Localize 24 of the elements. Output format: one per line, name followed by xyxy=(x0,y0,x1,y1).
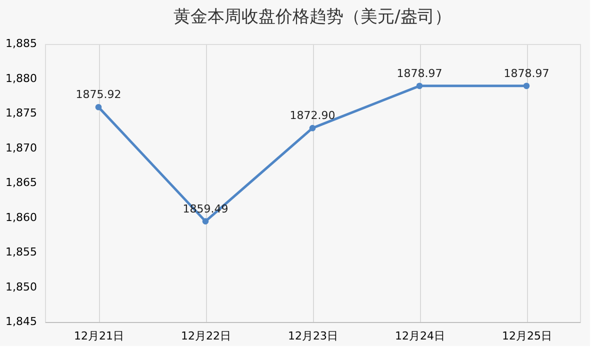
y-tick-label: 1,875 xyxy=(6,106,37,120)
point xyxy=(416,82,423,90)
y-tick-label: 1,860 xyxy=(6,210,37,224)
point xyxy=(95,104,102,110)
y-tick-label: 1,855 xyxy=(6,246,37,258)
y-tick-label: 1,885 xyxy=(6,37,37,50)
y-tick-label: 1,850 xyxy=(6,280,37,294)
data-label: 1872.90 xyxy=(290,109,336,122)
y-tick-label: 1,845 xyxy=(6,315,37,328)
chart-title: 黄金本周收盘价格趋势（美元/盎司） xyxy=(174,7,452,27)
point xyxy=(309,124,316,132)
x-tick-label: 12月24日 xyxy=(395,330,445,342)
data-label: 1878.97 xyxy=(396,66,442,80)
data-label: 1878.97 xyxy=(504,66,550,80)
x-tick-label: 12月25日 xyxy=(502,330,552,342)
x-tick-label: 12月21日 xyxy=(74,330,124,342)
y-tick-label: 1,870 xyxy=(6,141,37,154)
point xyxy=(202,218,209,224)
x-tick-label: 12月22日 xyxy=(181,330,231,342)
point xyxy=(523,82,530,90)
data-label: 1875.92 xyxy=(76,88,122,102)
y-tick-label: 1,880 xyxy=(6,72,37,85)
y-tick-label: 1,865 xyxy=(6,176,37,189)
x-tick-label: 12月23日 xyxy=(288,330,338,342)
